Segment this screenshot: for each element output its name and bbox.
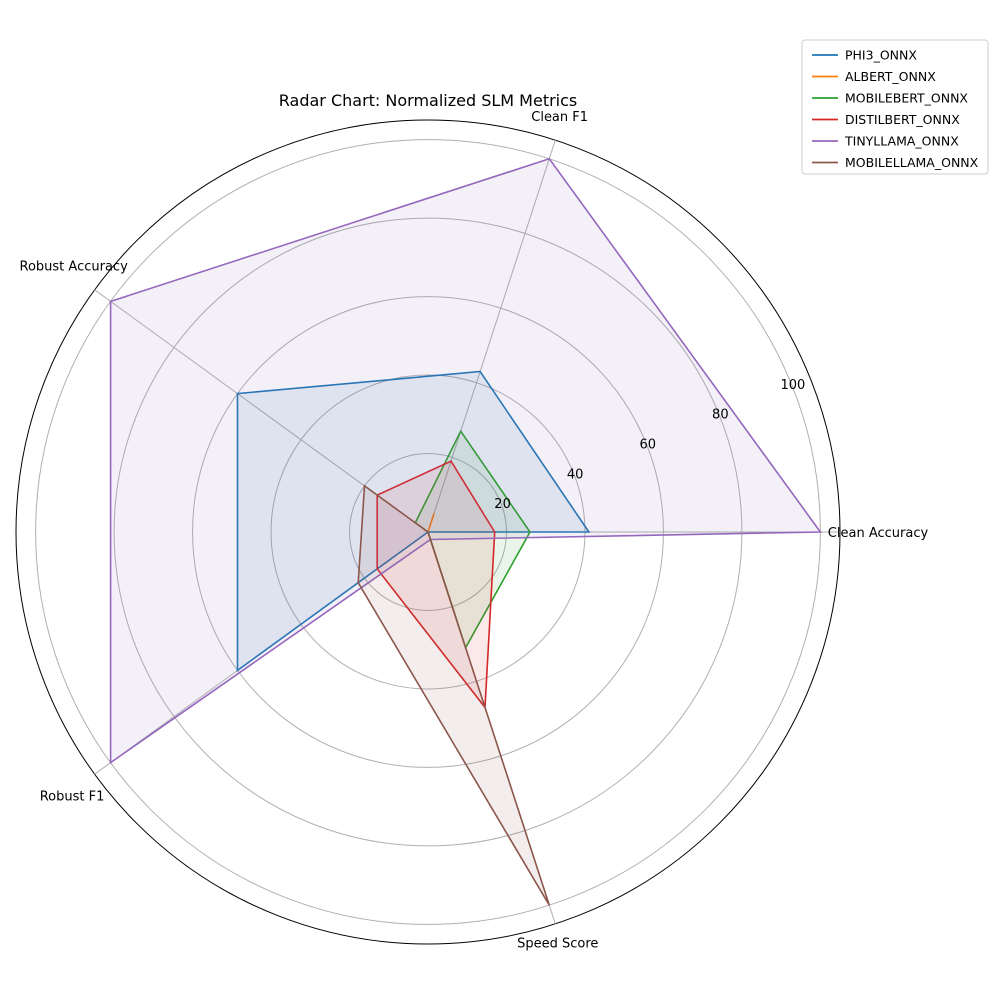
series-line-0 <box>236 370 591 672</box>
axis-label-3: Robust F1 <box>40 790 105 805</box>
series-fill-5 <box>358 485 550 906</box>
series-fill-4 <box>110 158 821 763</box>
legend-label-2: MOBILEBERT_ONNX <box>845 91 968 106</box>
series-line-3 <box>376 460 496 710</box>
series-line-5 <box>357 484 551 906</box>
radial-tick-label-20: 20 <box>494 497 511 512</box>
axis-label-0: Clean Accuracy <box>828 526 929 541</box>
legend-frame <box>801 39 989 175</box>
radial-tick-label-40: 40 <box>567 467 584 482</box>
legend-label-4: TINYLLAMA_ONNX <box>844 134 959 149</box>
radar-labels: Clean Accuracy Clean F1 Robust Accuracy Rob… <box>20 110 929 952</box>
axis-label-1: Clean F1 <box>531 110 588 125</box>
legend-label-0: PHI3_ONNX <box>845 48 917 63</box>
radial-tick-label-100: 100 <box>781 378 806 393</box>
axis-label-2: Robust Accuracy <box>20 260 129 275</box>
radar-series <box>109 157 822 906</box>
axis-label-4: Speed Score <box>517 936 598 951</box>
radial-tick-label-80: 80 <box>712 408 729 423</box>
chart-legend: PHI3_ONNX ALBERT_ONNX MOBILEBERT_ONNX DISTI… <box>801 39 989 175</box>
legend-label-3: DISTILBERT_ONNX <box>845 112 960 127</box>
legend-label-1: ALBERT_ONNX <box>845 69 936 84</box>
series-line-4 <box>109 157 822 765</box>
spoke-1 <box>427 140 556 533</box>
radial-tick-label-60: 60 <box>639 437 656 452</box>
chart-title: Radar Chart: Normalized SLM Metrics <box>279 91 578 110</box>
legend-label-5: MOBILELLAMA_ONNX <box>845 155 979 170</box>
